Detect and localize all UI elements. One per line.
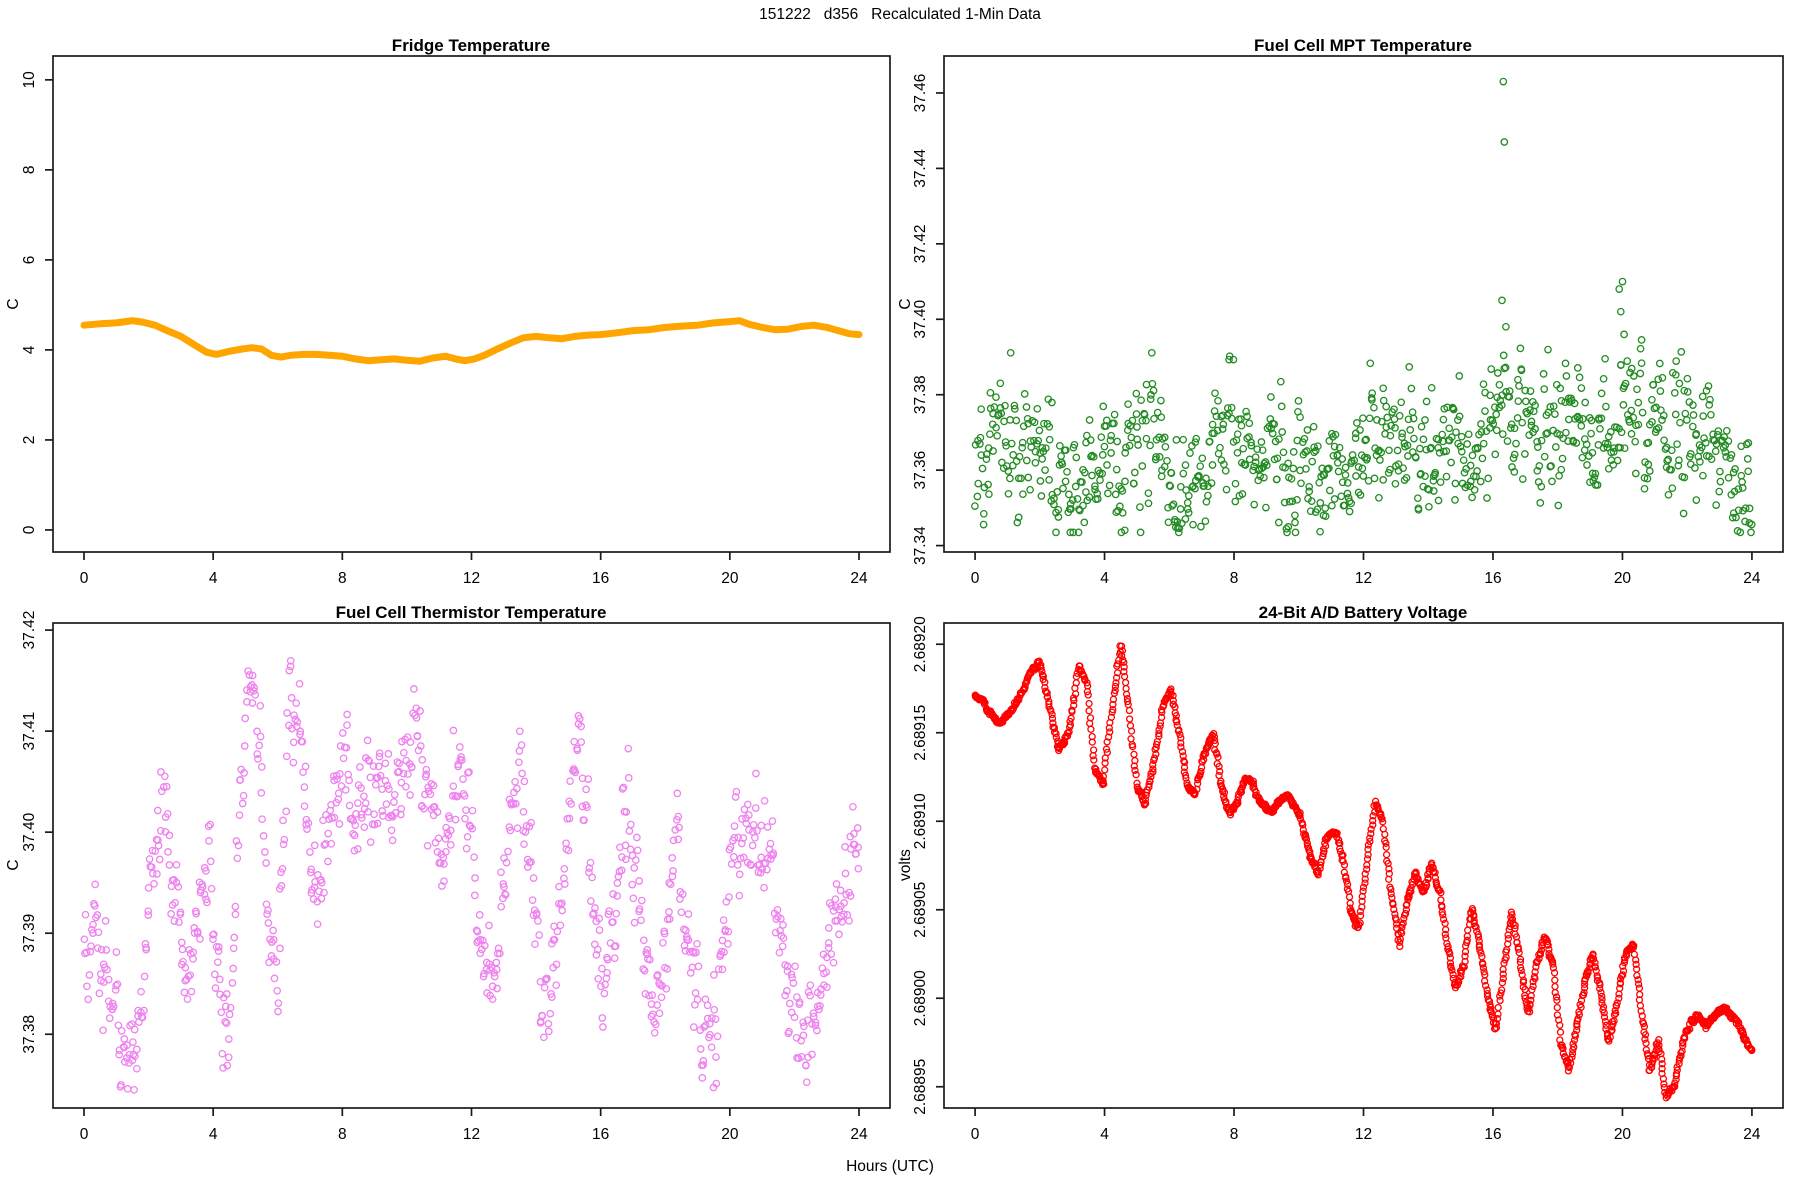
x-tick-label: 24 [1743,570,1761,587]
x-tick-label: 8 [338,1126,347,1143]
panel-title-fridge-temperature: Fridge Temperature [391,36,551,55]
x-tick-label: 0 [80,1126,89,1143]
fuel-cell-thermistor-temperature-points [80,656,863,1094]
y-tick-label: 2.68905 [912,882,929,938]
x-tick-label: 4 [1100,570,1109,587]
x-tick-label: 4 [209,570,218,587]
fuel-cell-thermistor-temperature-plot: 0 4 8 12 16 20 24 37.38 37.39 37.40 37.41 37.42 [21,611,891,1143]
x-tick-label: 16 [592,570,609,587]
fuel-cell-mpt-temperature-plot: 0 4 8 12 16 20 24 37.34 37.36 37.38 37.40 37.42 37.4… [912,55,1784,587]
main-title: 151222 d356 Recalculated 1-Min Data [759,6,1041,23]
battery-voltage-plot: 0 4 8 12 16 20 24 2.68895 2.68900 2.68905 2.68910 2… [912,616,1784,1143]
fridge-temperature-series [80,317,863,365]
x-tick-label: 0 [80,570,89,587]
y-tick-label: 4 [21,345,38,354]
y-tick-label: 2.68910 [912,793,929,849]
y-tick-label: 2.68920 [912,616,929,672]
x-tick-label: 0 [971,1126,980,1143]
y-tick-label: 6 [21,256,38,265]
y-tick-label: 37.44 [912,149,929,188]
x-tick-label: 20 [1614,570,1632,587]
x-tick-label: 24 [850,1126,868,1143]
x-tick-label: 12 [463,570,480,587]
x-tick-label: 12 [463,1126,480,1143]
y-tick-label: 0 [21,525,38,534]
y-tick-label: 8 [21,166,38,175]
panel-title-fuel-cell-mpt-temperature: Fuel Cell MPT Temperature [1254,36,1472,55]
y-tick-label: 37.38 [912,375,929,414]
x-tick-label: 20 [721,1126,739,1143]
fuel-cell-mpt-temperature-points [971,77,1756,537]
y-tick-label: 37.34 [912,526,929,565]
battery-voltage-points [971,642,1756,1102]
x-tick-label: 4 [209,1126,218,1143]
x-axis-label: Hours (UTC) [846,1158,934,1175]
x-tick-label: 4 [1100,1126,1109,1143]
x-tick-label: 12 [1355,570,1372,587]
y-tick-label: 37.42 [912,224,929,263]
y-tick-label: 10 [21,71,38,89]
x-tick-label: 12 [1355,1126,1372,1143]
y-tick-label: 37.42 [21,611,38,650]
y-tick-label: 2.68895 [912,1059,929,1115]
x-tick-label: 8 [1230,1126,1239,1143]
x-tick-label: 16 [1484,1126,1501,1143]
y-tick-label: 37.36 [912,451,929,490]
x-tick-label: 0 [971,570,980,587]
x-tick-label: 16 [1484,570,1501,587]
panel-title-battery-voltage: 24-Bit A/D Battery Voltage [1258,603,1468,622]
x-tick-label: 24 [850,570,868,587]
y-tick-label: 2 [21,436,38,445]
x-tick-label: 8 [1230,570,1239,587]
y-tick-label: 37.38 [21,1015,38,1054]
y-tick-label: 37.40 [21,812,38,851]
y-tick-label: 37.46 [912,74,929,113]
y-tick-label: 2.68915 [912,705,929,761]
x-tick-label: 20 [1614,1126,1632,1143]
y-tick-label: 37.41 [21,712,38,751]
x-tick-label: 8 [338,570,347,587]
y-tick-label: 2.68900 [912,970,929,1026]
panel-title-fuel-cell-thermistor-temperature: Fuel Cell Thermistor Temperature [335,603,607,622]
x-tick-label: 20 [721,570,739,587]
x-tick-label: 16 [592,1126,609,1143]
y-tick-label: 37.39 [21,914,38,953]
y-tick-label: 37.40 [912,300,929,339]
x-tick-label: 24 [1743,1126,1761,1143]
